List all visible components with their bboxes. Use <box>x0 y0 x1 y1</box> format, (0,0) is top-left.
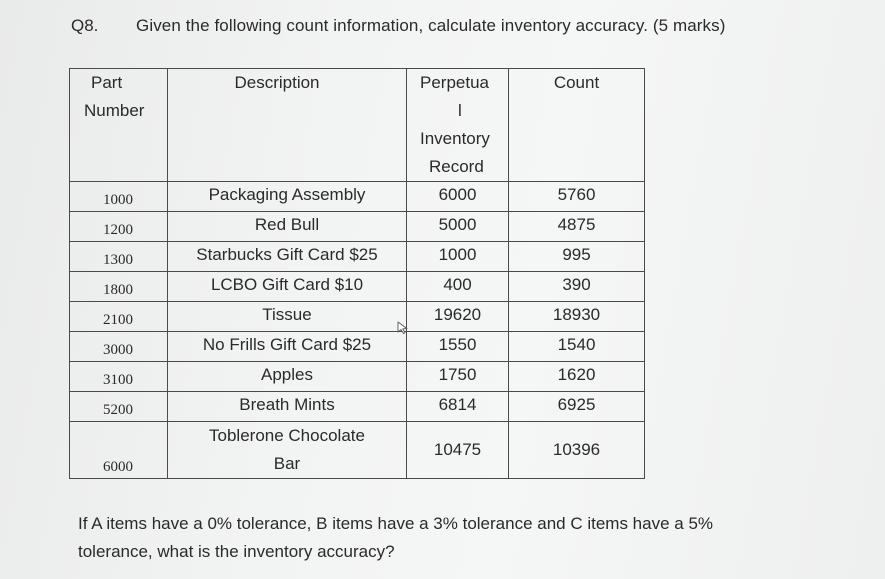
header-part-line: Number <box>84 101 145 120</box>
footer-line: tolerance, what is the inventory accurac… <box>78 542 395 561</box>
header-perpetual-line: l <box>458 101 462 120</box>
description-cell: Breath Mints <box>167 391 407 422</box>
perpetual-cell: 10475 <box>406 421 509 479</box>
header-count: Count <box>508 68 645 182</box>
header-perpetual-line: Inventory <box>420 129 490 148</box>
header-description: Description <box>167 68 407 182</box>
table-row: 1200 Red Bull 5000 4875 <box>69 211 645 242</box>
inventory-table: Part Number Description Perpetua l Inven… <box>69 68 645 479</box>
count-cell: 1540 <box>508 331 645 362</box>
perpetual-cell: 1550 <box>406 331 509 362</box>
count-cell: 390 <box>508 271 645 302</box>
question-footer: If A items have a 0% tolerance, B items … <box>78 510 838 566</box>
perpetual-cell: 5000 <box>406 211 509 242</box>
perpetual-cell: 1000 <box>406 241 509 272</box>
table-header-row: Part Number Description Perpetua l Inven… <box>69 68 645 182</box>
description-cell: Tissue <box>167 301 407 332</box>
table-row: 1300 Starbucks Gift Card $25 1000 995 <box>69 241 645 272</box>
description-cell: Toblerone Chocolate Bar <box>167 421 407 479</box>
description-cell: LCBO Gift Card $10 <box>167 271 407 302</box>
table-row: 6000 Toblerone Chocolate Bar 10475 10396 <box>69 421 645 479</box>
description-cell: Red Bull <box>167 211 407 242</box>
count-cell: 995 <box>508 241 645 272</box>
table-row: 3000 No Frills Gift Card $25 1550 1540 <box>69 331 645 362</box>
header-perpetual: Perpetua l Inventory Record <box>406 68 509 182</box>
part-number-cell: 5200 <box>69 391 168 422</box>
description-cell: Packaging Assembly <box>167 181 407 212</box>
header-description-text: Description <box>234 73 320 92</box>
count-cell: 6925 <box>508 391 645 422</box>
part-number-cell: 3000 <box>69 331 168 362</box>
part-number-cell: 6000 <box>69 421 168 479</box>
count-cell: 18930 <box>508 301 645 332</box>
part-number-cell: 2100 <box>69 301 168 332</box>
count-cell: 1620 <box>508 361 645 392</box>
description-cell: No Frills Gift Card $25 <box>167 331 407 362</box>
part-number-cell: 1200 <box>69 211 168 242</box>
header-part-number: Part Number <box>69 68 168 182</box>
count-cell: 5760 <box>508 181 645 212</box>
part-number-cell: 1300 <box>69 241 168 272</box>
question-number: Q8. <box>71 16 99 35</box>
table-row: 5200 Breath Mints 6814 6925 <box>69 391 645 422</box>
perpetual-cell: 400 <box>406 271 509 302</box>
table-row: 2100 Tissue 19620 18930 <box>69 301 645 332</box>
header-part-line: Part <box>91 73 123 92</box>
header-perpetual-line: Perpetua <box>420 73 489 92</box>
count-cell: 10396 <box>508 421 645 479</box>
table-row: 3100 Apples 1750 1620 <box>69 361 645 392</box>
description-cell: Starbucks Gift Card $25 <box>167 241 407 272</box>
perpetual-cell: 6814 <box>406 391 509 422</box>
description-line: Toblerone Chocolate <box>209 426 365 445</box>
footer-line: If A items have a 0% tolerance, B items … <box>78 514 714 533</box>
perpetual-cell: 6000 <box>406 181 509 212</box>
perpetual-cell: 19620 <box>406 301 509 332</box>
mouse-cursor-icon <box>397 321 408 334</box>
count-cell: 4875 <box>508 211 645 242</box>
table-row: 1800 LCBO Gift Card $10 400 390 <box>69 271 645 302</box>
description-line: Bar <box>273 454 301 473</box>
part-number-cell: 1800 <box>69 271 168 302</box>
header-perpetual-line: Record <box>429 157 484 176</box>
part-number-cell: 1000 <box>69 181 168 212</box>
header-count-text: Count <box>553 73 600 92</box>
description-cell: Apples <box>167 361 407 392</box>
question-text: Given the following count information, c… <box>136 16 726 35</box>
perpetual-cell: 1750 <box>406 361 509 392</box>
part-number-cell: 3100 <box>69 361 168 392</box>
table-row: 1000 Packaging Assembly 6000 5760 <box>69 181 645 212</box>
